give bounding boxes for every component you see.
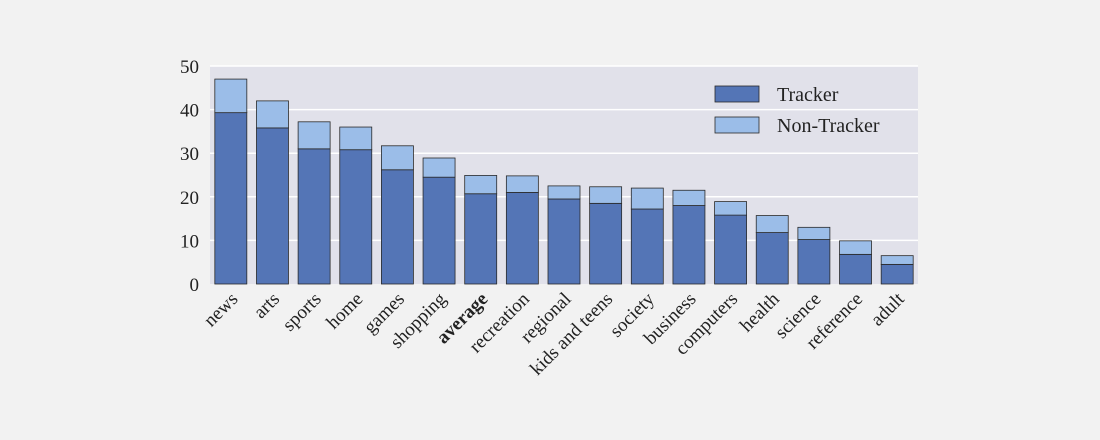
bar-non-tracker [422,157,456,178]
bar-tracker [714,214,747,285]
bar-non-tracker [880,255,914,265]
y-tick-label: 0 [190,275,200,296]
x-tick-label: home [323,289,368,334]
y-tick-label: 20 [180,188,199,209]
bar-non-tracker [214,78,248,114]
bar-non-tracker [505,175,539,193]
bar-non-tracker [464,175,498,195]
bar-non-tracker [256,100,289,129]
legend-swatch-tracker [714,85,760,103]
legend-label: Non-Tracker [777,115,880,137]
bar-tracker [505,192,539,285]
bar-non-tracker [589,186,623,204]
x-tick-label: arts [250,289,284,323]
bar-tracker [464,193,498,285]
bar-tracker [630,208,664,285]
bar-tracker [839,253,872,285]
x-tick-label: adult [867,288,909,330]
bar-tracker [797,239,831,285]
bar-non-tracker [630,187,664,210]
bar-tracker [880,263,914,285]
bar-tracker [422,176,456,285]
x-tick-label: news [200,289,242,331]
bar-non-tracker [297,121,331,150]
bar-non-tracker [839,240,872,255]
x-tick-label: sports [279,289,326,336]
bar-tracker [214,112,248,285]
y-tick-label: 30 [180,144,199,165]
bar-tracker [381,169,414,285]
legend-swatch-non-tracker [714,116,760,134]
bar-non-tracker [755,215,789,233]
y-tick-label: 10 [180,231,199,252]
bar-non-tracker [797,226,831,240]
bar-tracker [672,205,706,285]
y-tick-label: 40 [180,101,199,122]
bar-non-tracker [672,189,706,206]
bar-tracker [547,198,581,285]
legend-label: Tracker [777,84,839,106]
bar-tracker [589,202,623,285]
y-tick-label: 50 [180,57,199,78]
bar-non-tracker [381,145,414,171]
bar-non-tracker [714,201,747,216]
bar-tracker [297,148,331,285]
bar-non-tracker [339,126,373,151]
bar-tracker [339,149,373,285]
bar-tracker [256,127,289,285]
bar-non-tracker [547,185,581,200]
bar-tracker [755,232,789,285]
